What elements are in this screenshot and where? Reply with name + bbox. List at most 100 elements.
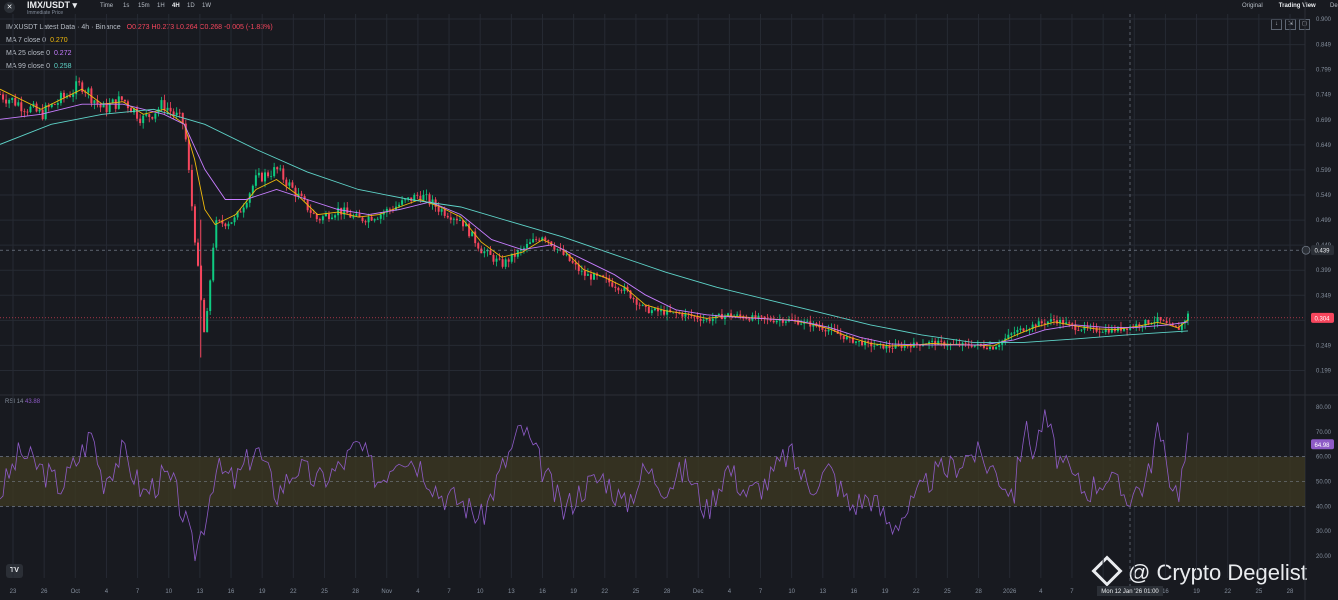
interval-15m[interactable]: 15m	[138, 3, 150, 9]
date-tick-label: 2026	[1003, 589, 1017, 595]
interval-1d[interactable]: 1D	[187, 3, 195, 9]
view-original[interactable]: Original	[1242, 3, 1263, 9]
candle-body	[845, 336, 848, 340]
candle-body	[937, 340, 940, 345]
exchange-logo-icon[interactable]: ✕	[4, 2, 15, 13]
interval-4h[interactable]: 4H	[172, 3, 180, 9]
pair-selector[interactable]: IMX/USDT ▾	[27, 0, 78, 10]
candle-body	[111, 99, 114, 104]
candle-body	[480, 248, 483, 254]
ma7-legend[interactable]: MA 7 close 0 0.270	[6, 37, 68, 44]
candle-body	[245, 202, 248, 208]
candle-body	[915, 342, 918, 345]
candle-body	[830, 328, 833, 330]
candle-body	[806, 321, 809, 323]
ma25-legend[interactable]: MA 25 close 0 0.272	[6, 50, 72, 57]
interval-1w[interactable]: 1W	[202, 3, 211, 9]
candle-body	[1068, 322, 1071, 324]
candle-body	[443, 209, 446, 216]
candle-body	[873, 345, 876, 347]
candle-body	[139, 118, 142, 124]
candle-body	[656, 308, 659, 312]
candle-body	[684, 313, 687, 317]
candle-body	[87, 88, 90, 93]
candle-body	[486, 250, 489, 252]
price-tick-label: 0.399	[1316, 268, 1332, 274]
candle-body	[641, 304, 644, 306]
date-tick-label: Dec	[693, 589, 704, 595]
rsi-band	[0, 456, 1305, 507]
date-tick-label: 23	[10, 589, 17, 595]
view-trading-view[interactable]: Trading View	[1278, 3, 1316, 9]
candle-body	[794, 319, 797, 321]
candle-body	[650, 310, 653, 314]
candle-body	[1040, 321, 1043, 324]
candle-body	[791, 318, 793, 320]
candle-body	[471, 231, 474, 237]
ma99-line	[0, 108, 1189, 343]
price-type-selector[interactable]: Immediate Price	[27, 10, 64, 16]
rsi-tick-label: 40.00	[1316, 504, 1332, 510]
candle-body	[1034, 324, 1037, 327]
candle-body	[312, 212, 315, 214]
candle-body	[0, 94, 1, 96]
candle-body	[614, 286, 617, 288]
candle-body	[565, 254, 568, 256]
interval-1h[interactable]: 1H	[157, 3, 165, 9]
date-tick-label: 28	[975, 589, 982, 595]
candle-body	[934, 340, 937, 345]
candle-body	[236, 211, 239, 218]
candle-body	[224, 223, 227, 227]
candle-body	[123, 99, 126, 102]
candle-body	[909, 346, 912, 348]
candle-body	[611, 282, 614, 287]
crosshair-price-tag	[1311, 245, 1334, 256]
candle-body	[931, 340, 934, 342]
candle-body	[452, 218, 455, 220]
candle-body	[327, 213, 330, 220]
candle-body	[96, 100, 99, 104]
date-tick-label: 13	[197, 589, 204, 595]
candle-body	[355, 214, 358, 216]
candle-body	[1187, 313, 1189, 321]
candle-body	[498, 258, 501, 260]
candle-body	[562, 248, 565, 255]
candle-body	[522, 247, 525, 249]
candle-body	[745, 318, 748, 320]
candle-body	[1107, 329, 1110, 333]
interval-1s[interactable]: 1s	[123, 3, 130, 9]
candle-body	[635, 299, 638, 305]
ma99-legend[interactable]: MA 99 close 0 0.258	[6, 63, 72, 70]
candle-body	[1162, 320, 1165, 322]
candle-body	[577, 264, 580, 272]
candle-body	[315, 213, 318, 220]
rsi-tick-label: 20.00	[1316, 554, 1332, 560]
candle-body	[458, 220, 461, 221]
low-value: 0.264	[180, 24, 198, 31]
candle-body	[133, 108, 136, 113]
view-depth[interactable]: Depth	[1330, 3, 1338, 9]
candle-body	[989, 346, 991, 350]
ohlc-legend: IMXUSDT Latest Data · 4h · Binance O0.27…	[6, 24, 273, 31]
interval-time[interactable]: Time	[100, 3, 114, 9]
candle-body	[833, 328, 836, 331]
price-tick-label: 0.249	[1316, 343, 1332, 349]
candle-body	[93, 100, 96, 104]
candle-body	[699, 318, 702, 321]
candle-body	[626, 286, 629, 291]
close-value: 0.268	[204, 24, 223, 31]
candle-body	[120, 96, 123, 100]
candle-body	[538, 239, 541, 241]
candle-body	[876, 344, 879, 346]
candle-body	[242, 207, 245, 213]
date-tick-label: 22	[290, 589, 297, 595]
candle-body	[230, 222, 233, 224]
candle-body	[1177, 327, 1180, 330]
candle-body	[321, 216, 324, 221]
price-tick-label: 0.349	[1316, 293, 1332, 299]
candle-body	[148, 114, 151, 117]
candle-body	[1007, 334, 1010, 339]
candle-body	[827, 329, 830, 332]
price-tick-label: 0.549	[1316, 193, 1332, 199]
